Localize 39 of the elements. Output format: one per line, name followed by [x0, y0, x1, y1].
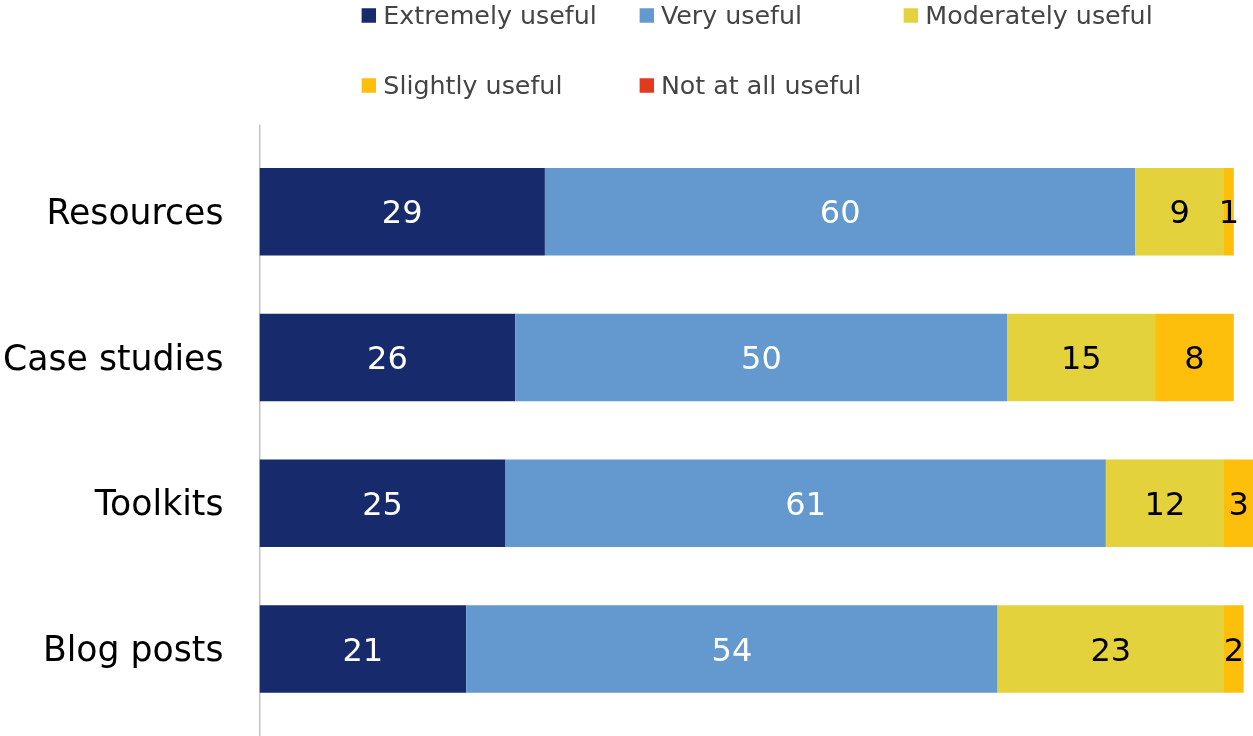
data-label: 8: [1184, 339, 1205, 378]
legend-label: Very useful: [660, 0, 803, 30]
bar: [1223, 459, 1253, 548]
data-label: 26: [367, 339, 408, 378]
bar: [505, 459, 1106, 548]
data-label: 9: [1169, 193, 1190, 232]
y-tick-label: Case studies: [3, 337, 224, 378]
data-label: 2: [1223, 630, 1244, 669]
bar: [1105, 459, 1224, 548]
bar: [1135, 168, 1224, 256]
bar: [259, 605, 467, 693]
data-label: 25: [362, 484, 403, 523]
data-label: 23: [1090, 630, 1132, 669]
data-label: 29: [381, 193, 423, 232]
data-label: 21: [342, 630, 384, 669]
legend-label: Not at all useful: [660, 70, 862, 100]
bar: [544, 168, 1136, 256]
legend-label: Slightly useful: [383, 70, 563, 100]
bar: [1223, 605, 1244, 693]
data-label: 15: [1060, 339, 1102, 378]
bar: [515, 313, 1008, 402]
bar: [1155, 313, 1234, 402]
bar: [1007, 313, 1156, 402]
y-tick-label: Blog posts: [42, 629, 224, 670]
bar: [259, 313, 516, 402]
data-label: 3: [1228, 484, 1249, 523]
data-label: 61: [785, 484, 827, 523]
bar: [997, 605, 1224, 693]
y-tick-label: Resources: [46, 191, 224, 232]
data-label: 12: [1144, 484, 1186, 523]
data-label: 60: [819, 193, 861, 232]
legend-label: Extremely useful: [383, 0, 597, 30]
data-label: 54: [711, 630, 753, 669]
bar: [466, 605, 998, 693]
legend-label: Moderately useful: [925, 0, 1153, 30]
bar: [259, 168, 545, 256]
bar: [259, 459, 506, 548]
y-tick-label: Toolkits: [93, 483, 224, 524]
data-label: 50: [741, 339, 782, 378]
